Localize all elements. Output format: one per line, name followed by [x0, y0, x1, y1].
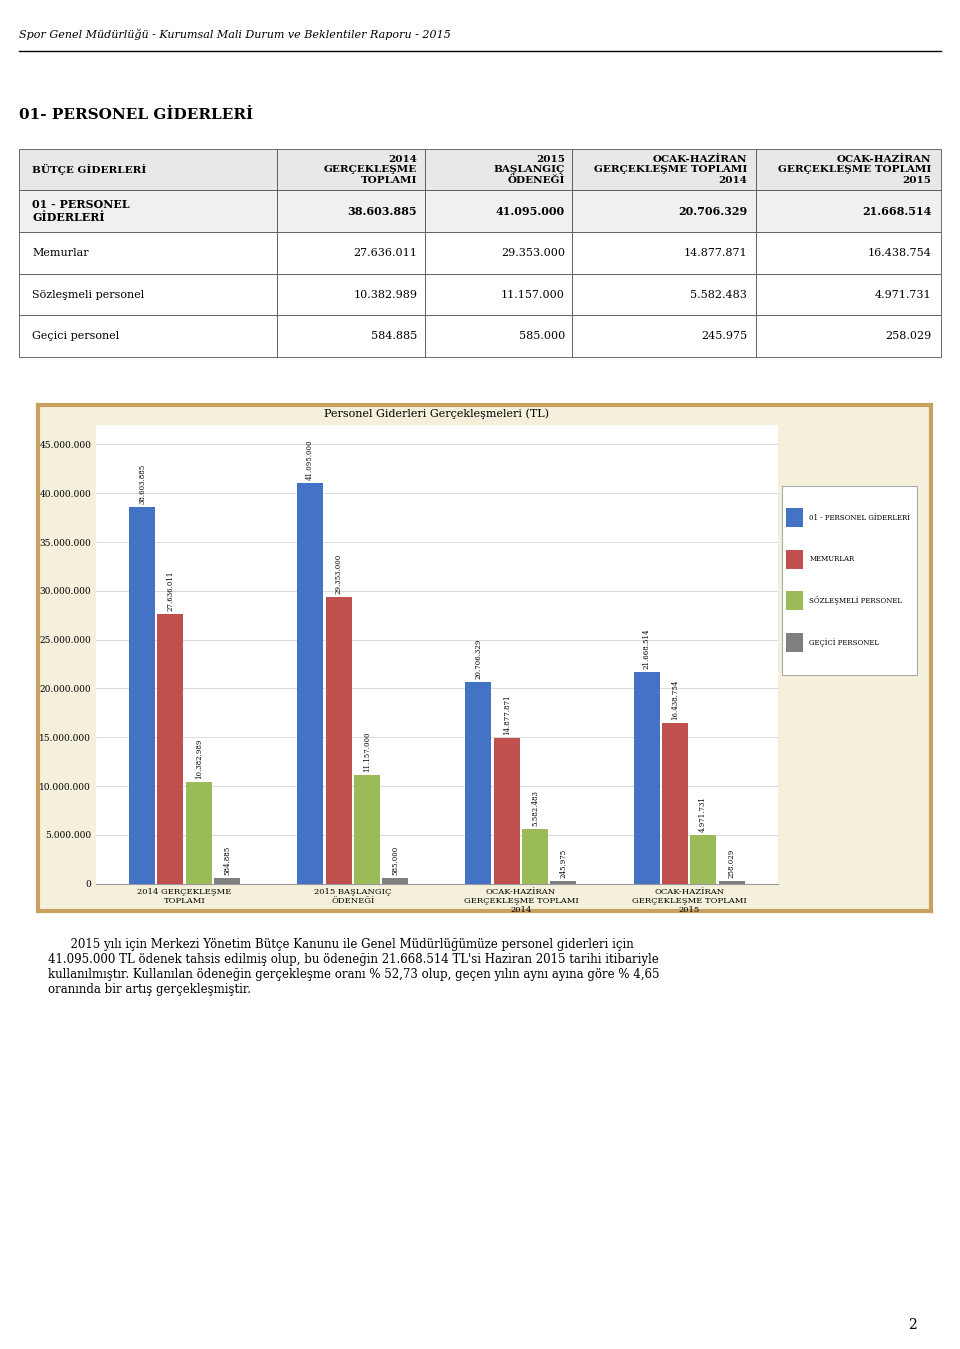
- Text: 4.971.731: 4.971.731: [699, 796, 708, 832]
- Bar: [466, 681, 492, 884]
- Text: 2015 yılı için Merkezi Yönetim Bütçe Kanunu ile Genel Müdürlüğümüze personel gid: 2015 yılı için Merkezi Yönetim Bütçe Kan…: [48, 938, 660, 996]
- FancyBboxPatch shape: [786, 509, 803, 527]
- Bar: [718, 881, 745, 884]
- Text: 10.382.989: 10.382.989: [195, 739, 203, 780]
- Text: 245.975: 245.975: [560, 849, 567, 878]
- Text: Spor Genel Müdürlüğü - Kurumsal Mali Durum ve Beklentiler Raporu - 2015: Spor Genel Müdürlüğü - Kurumsal Mali Dur…: [19, 28, 451, 40]
- Bar: [493, 738, 519, 884]
- Bar: [550, 881, 576, 884]
- Text: 16.438.754: 16.438.754: [671, 680, 679, 720]
- Bar: [185, 782, 212, 884]
- Text: 258.029: 258.029: [728, 849, 735, 878]
- Text: 27.636.011: 27.636.011: [166, 571, 175, 611]
- Text: 01- PERSONEL GİDERLERİ: 01- PERSONEL GİDERLERİ: [19, 108, 253, 121]
- Text: 29.353.000: 29.353.000: [334, 554, 343, 594]
- FancyBboxPatch shape: [786, 591, 803, 610]
- Text: 20.706.329: 20.706.329: [474, 638, 483, 679]
- Bar: [522, 830, 548, 884]
- Text: 38.603.885: 38.603.885: [138, 464, 146, 505]
- Bar: [298, 483, 324, 884]
- Bar: [354, 774, 380, 884]
- Bar: [690, 835, 716, 884]
- Text: GEÇİCİ PERSONEL: GEÇİCİ PERSONEL: [809, 638, 879, 648]
- Bar: [157, 614, 183, 884]
- Text: 5.582.483: 5.582.483: [531, 791, 540, 826]
- Text: 41.095.000: 41.095.000: [306, 440, 314, 480]
- Bar: [129, 507, 156, 884]
- Text: 01 - PERSONEL GİDERLERİ: 01 - PERSONEL GİDERLERİ: [809, 514, 910, 522]
- Text: MEMURLAR: MEMURLAR: [809, 556, 854, 564]
- Text: 14.877.871: 14.877.871: [503, 695, 511, 735]
- Bar: [325, 598, 351, 884]
- Text: 21.668.514: 21.668.514: [642, 629, 651, 669]
- Bar: [382, 878, 408, 884]
- Text: 2: 2: [907, 1318, 917, 1331]
- Bar: [661, 723, 688, 884]
- FancyBboxPatch shape: [786, 633, 803, 652]
- FancyBboxPatch shape: [782, 486, 917, 674]
- Text: 585.000: 585.000: [391, 846, 399, 876]
- Text: 11.157.000: 11.157.000: [363, 731, 371, 772]
- Bar: [634, 672, 660, 884]
- Text: SÖZLEŞMELİ PERSONEL: SÖZLEŞMELİ PERSONEL: [809, 596, 902, 606]
- Text: 584.885: 584.885: [223, 846, 231, 876]
- FancyBboxPatch shape: [786, 550, 803, 569]
- Title: Personel Giderleri Gerçekleşmeleri (TL): Personel Giderleri Gerçekleşmeleri (TL): [324, 407, 549, 418]
- Bar: [214, 878, 240, 884]
